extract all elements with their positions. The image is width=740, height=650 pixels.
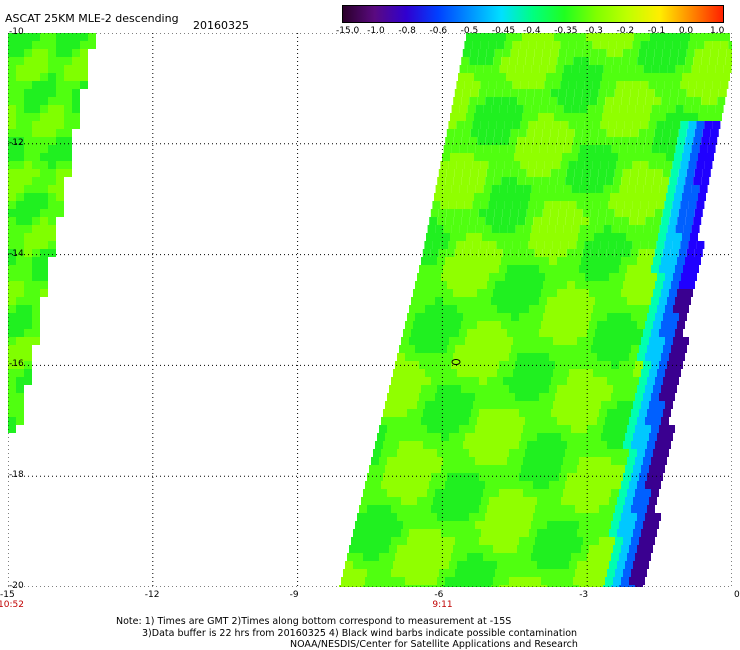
note-line-1: Note: 1) Times are GMT 2)Times along bot…	[116, 616, 512, 627]
x-tick-label: -15	[0, 590, 15, 600]
colorbar-label: -0.8	[398, 26, 416, 36]
x-tick-label: 0	[734, 590, 740, 600]
x-tick-label: -9	[289, 590, 299, 600]
credit-line: NOAA/NESDIS/Center for Satellite Applica…	[290, 639, 578, 650]
wind-map	[8, 33, 732, 587]
y-tick-label: -12	[9, 137, 24, 148]
y-tick-label: -18	[9, 470, 24, 481]
colorbar	[342, 5, 724, 23]
colorbar-label: -0.4	[523, 26, 541, 36]
colorbar-label: -15.0	[336, 26, 360, 36]
colorbar-label: -0.1	[647, 26, 666, 36]
y-tick-label: -14	[9, 248, 24, 259]
note-line-2: 3)Data buffer is 22 hrs from 20160325 4)…	[142, 628, 578, 639]
product-title: ASCAT 25KM MLE-2 descending	[5, 12, 179, 25]
swath-main	[339, 33, 732, 587]
x-tick-label: -3	[579, 590, 589, 600]
contour-mark	[451, 359, 461, 365]
colorbar-label: 0.0	[678, 26, 694, 36]
y-tick-label: -16	[9, 359, 24, 370]
colorbar-label: -0.3	[585, 26, 603, 36]
colorbar-label: -0.6	[429, 26, 448, 36]
colorbar-label: -0.45	[491, 26, 516, 36]
colorbar-label: -0.35	[554, 26, 578, 36]
time-label: 10:52	[0, 600, 24, 610]
product-date: 20160325	[193, 19, 249, 32]
y-tick-label: -20	[9, 581, 24, 591]
colorbar-label: -0.5	[460, 26, 479, 36]
time-label: 9:11	[432, 600, 453, 610]
colorbar-label: -0.2	[616, 26, 635, 36]
y-tick-label: -10	[9, 27, 24, 37]
x-tick-label: -12	[144, 590, 160, 600]
colorbar-label: -1.0	[367, 26, 385, 36]
x-tick-label: -6	[434, 590, 444, 600]
colorbar-label: 1.0	[710, 26, 725, 36]
